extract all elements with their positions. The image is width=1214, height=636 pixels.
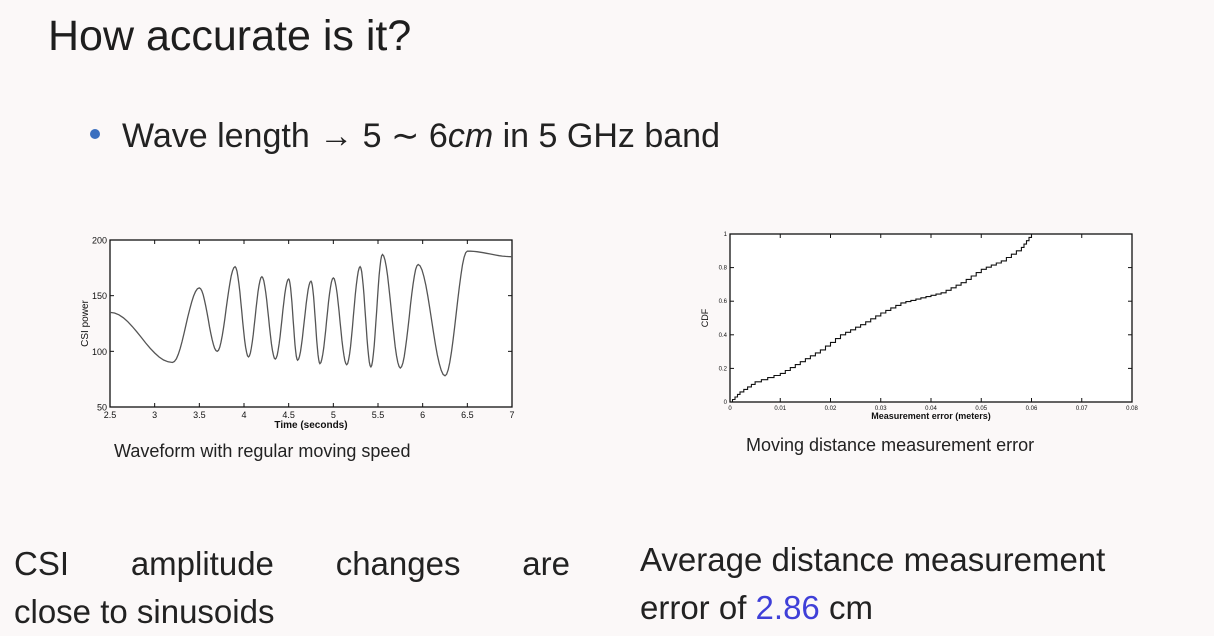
- y-tick-label: 200: [92, 236, 107, 246]
- x-tick-label: 4: [241, 410, 246, 420]
- slide-title: How accurate is it?: [48, 12, 412, 60]
- right-conclusion-line1: Average distance measurement: [640, 541, 1106, 578]
- error-unit: cm: [828, 588, 873, 626]
- x-tick-label: 0.02: [825, 406, 837, 412]
- left-conclusion-line2: close to sinusoids: [14, 592, 275, 630]
- x-tick-label: 0.06: [1026, 406, 1038, 412]
- bullet-item: Wave length → 5 ∼ 6cm in 5 GHz band: [90, 116, 720, 156]
- x-tick-label: 2.5: [104, 410, 117, 420]
- csi-power-line: [109, 250, 513, 377]
- x-tick-label: 4.5: [282, 410, 295, 420]
- x-tick-label: 5.5: [372, 410, 385, 420]
- left-conclusion-word: CSI: [14, 545, 70, 582]
- x-tick-label: 6: [420, 410, 425, 420]
- x-tick-label: 6.5: [461, 410, 474, 420]
- x-tick-label: 0.08: [1126, 406, 1138, 412]
- y-tick-label: 0: [724, 400, 728, 406]
- range-value: 5 ∼ 6: [362, 117, 448, 155]
- x-tick-label: 5: [331, 410, 336, 420]
- cdf-chart: 0 0.01 0.02 0.03 0.04 0.05 0.06 0.07 0.08 0 0.2 0.4…: [690, 222, 1160, 432]
- range-unit: cm: [447, 117, 494, 155]
- y-axis-label: CSI power: [80, 299, 91, 346]
- plot-frame: [109, 239, 513, 408]
- x-tick-label: 0.05: [975, 406, 987, 412]
- x-tick-label: 0.04: [925, 406, 937, 412]
- cdf-chart-svg: 0 0.01 0.02 0.03 0.04 0.05 0.06 0.07 0.08 0 0.2 0.4…: [700, 232, 1138, 421]
- x-axis-label: Time (seconds): [274, 420, 347, 431]
- y-tick-label: 0.2: [719, 366, 728, 372]
- band-text: in 5 GHz band: [502, 117, 720, 155]
- x-tick-label: 3.5: [193, 410, 206, 420]
- waveform-caption: Waveform with regular moving speed: [114, 441, 411, 461]
- error-value: 2.86: [755, 588, 820, 626]
- right-conclusion-line2: error of 2.86 cm: [640, 584, 1105, 632]
- plot-frame: [729, 233, 1133, 403]
- x-tick-label: 0: [728, 406, 732, 412]
- x-tick-label: 0.01: [774, 406, 786, 412]
- left-conclusion: CSI amplitude changes are close to sinusoid…: [14, 540, 570, 636]
- y-tick-label: 0.8: [719, 266, 728, 272]
- y-tick-label: 1: [724, 232, 728, 238]
- cdf-line: [730, 234, 1033, 403]
- y-tick-label: 100: [92, 347, 107, 357]
- left-conclusion-line1: CSI amplitude changes are: [14, 540, 570, 588]
- x-tick-label: 3: [152, 410, 157, 420]
- y-tick-label: 0.4: [719, 333, 728, 339]
- waveform-chart: 2.5 3 3.5 4 4.5 5 5.5 6 6.5 7 50 100 150 200 Time (sec…: [60, 225, 540, 440]
- y-tick-label: 150: [92, 291, 107, 301]
- y-axis-label: CDF: [700, 308, 710, 327]
- y-tick-label: 50: [97, 403, 107, 413]
- x-tick-label: 0.03: [875, 406, 887, 412]
- cdf-caption: Moving distance measurement error: [746, 435, 1035, 455]
- right-conclusion: Average distance measurement error of 2.…: [640, 536, 1105, 632]
- x-axis-label: Measurement error (meters): [871, 411, 991, 421]
- arrow-symbol: →: [319, 117, 354, 155]
- y-tick-label: 0.6: [719, 299, 728, 305]
- bullet-text: Wave length: [122, 117, 310, 155]
- error-label: error of: [640, 588, 747, 626]
- x-tick-label: 0.07: [1076, 406, 1088, 412]
- left-conclusion-word: are: [522, 545, 570, 582]
- bullet-dot-icon: [90, 129, 100, 140]
- left-conclusion-word: changes: [335, 545, 461, 582]
- x-tick-label: 7: [509, 410, 514, 420]
- waveform-chart-svg: 2.5 3 3.5 4 4.5 5 5.5 6 6.5 7 50 100 150 200 Time (sec…: [80, 236, 515, 432]
- left-conclusion-word: amplitude: [130, 545, 274, 582]
